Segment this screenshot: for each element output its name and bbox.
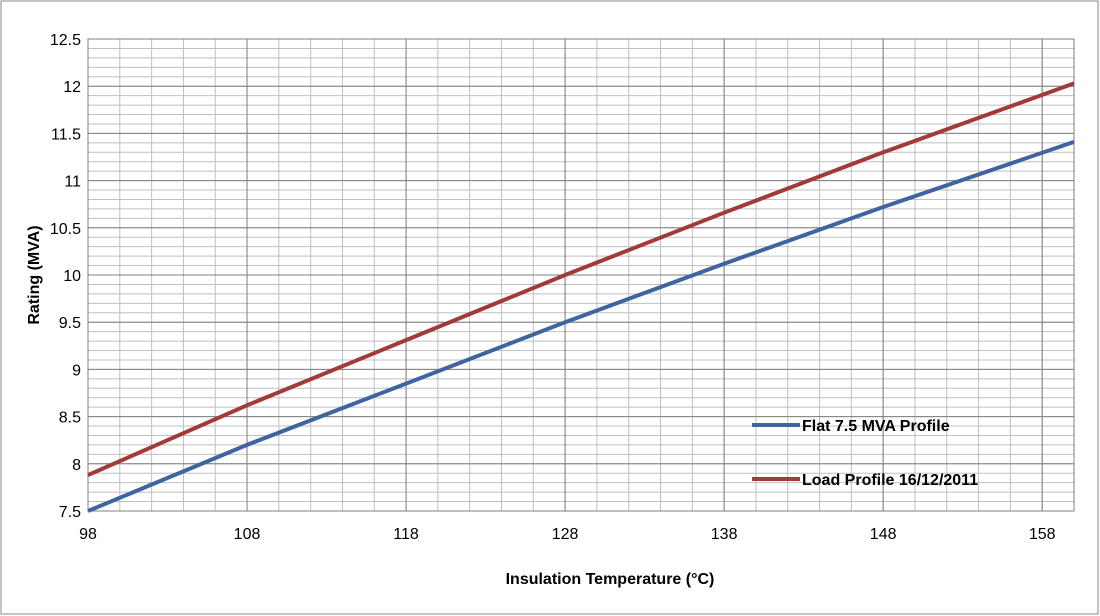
y-tick-label: 11.5 — [51, 126, 81, 143]
legend: Flat 7.5 MVA Profile Load Profile 16/12/… — [752, 418, 978, 489]
x-tick-label: 158 — [1029, 526, 1056, 543]
y-tick-label: 9 — [72, 362, 81, 379]
series-line-0 — [87, 140, 1075, 513]
y-tick-label: 7.5 — [59, 504, 81, 521]
series-layer — [87, 81, 1075, 513]
y-tick-label: 10 — [63, 268, 81, 285]
y-tick-label: 8.5 — [59, 410, 81, 427]
plot-area — [87, 38, 1075, 512]
y-axis-tick-labels: 7.5 8 8.5 9 9.5 10 10.5 11 11.5 12 12.5 — [50, 32, 81, 521]
y-tick-label: 8 — [72, 457, 81, 474]
y-tick-label: 9.5 — [59, 315, 81, 332]
legend-label-flat-profile: Flat 7.5 MVA Profile — [802, 418, 950, 435]
x-tick-label: 98 — [79, 526, 97, 543]
x-axis-tick-labels: 98 108 118 128 138 148 158 — [79, 526, 1056, 543]
x-axis-title: Insulation Temperature (°C) — [506, 571, 715, 588]
y-axis-title: Rating (MVA) — [26, 225, 43, 324]
x-tick-label: 118 — [393, 526, 419, 543]
legend-label-load-profile: Load Profile 16/12/2011 — [802, 472, 978, 489]
x-tick-label: 148 — [870, 526, 897, 543]
y-tick-label: 12.5 — [50, 32, 81, 49]
x-tick-label: 138 — [711, 526, 738, 543]
series-line-1 — [87, 81, 1075, 477]
y-tick-label: 12 — [63, 79, 81, 96]
x-tick-label: 108 — [234, 526, 261, 543]
y-tick-label: 11 — [64, 174, 81, 191]
y-tick-label: 10.5 — [50, 221, 81, 238]
x-tick-label: 128 — [552, 526, 579, 543]
